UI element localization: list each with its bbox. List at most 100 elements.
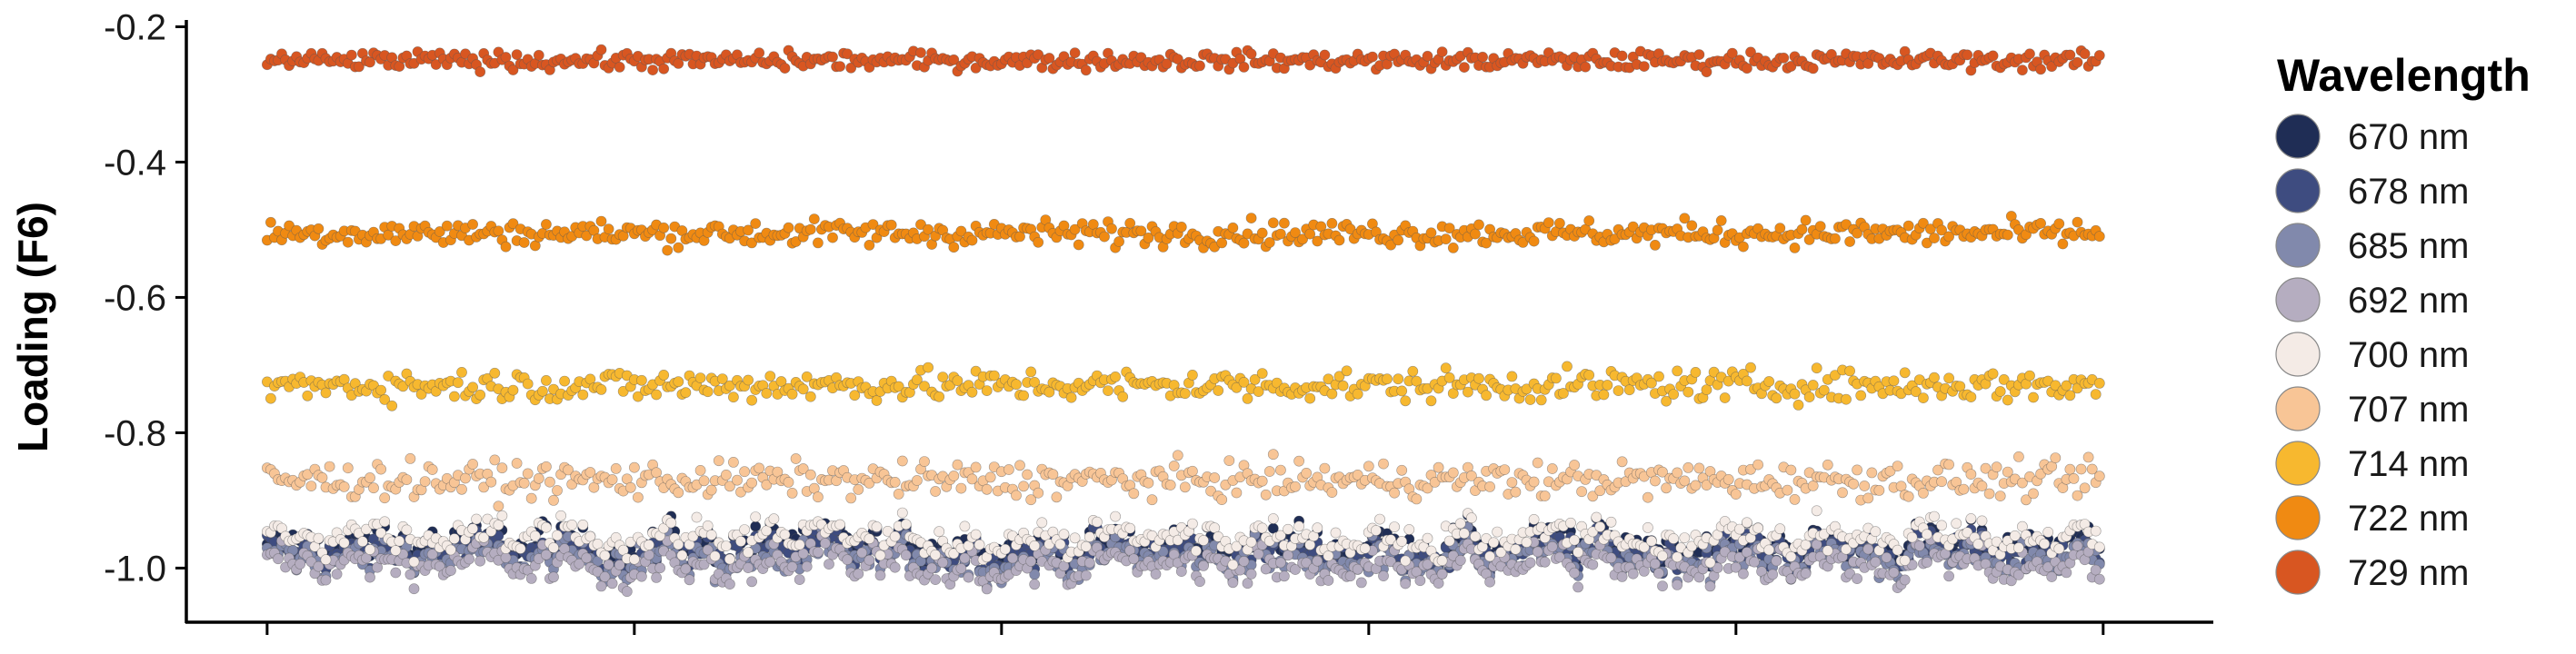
data-point — [889, 561, 901, 573]
data-point — [1073, 239, 1084, 251]
data-point — [1425, 395, 1437, 407]
data-point — [603, 223, 614, 235]
data-point — [923, 362, 934, 373]
legend-label: 692 nm — [2348, 281, 2469, 321]
data-point — [2093, 471, 2105, 482]
data-point — [864, 533, 875, 545]
data-point — [1583, 215, 1595, 226]
data-point — [801, 560, 813, 572]
data-point — [1573, 581, 1583, 593]
data-point — [2024, 48, 2035, 60]
data-point — [1454, 555, 1466, 566]
data-point — [654, 562, 665, 574]
data-point — [1576, 486, 1587, 498]
data-point — [1459, 528, 1470, 540]
data-point — [930, 486, 941, 497]
data-point — [750, 520, 762, 532]
data-point — [984, 471, 996, 483]
data-point — [1848, 478, 1859, 490]
data-point — [595, 44, 607, 55]
data-point — [1477, 51, 1488, 63]
data-point — [930, 574, 941, 585]
data-point — [1447, 467, 1459, 479]
data-point — [364, 472, 375, 483]
data-point — [401, 524, 413, 536]
data-point — [1715, 214, 1727, 226]
data-point — [1704, 557, 1716, 569]
data-point — [533, 49, 544, 61]
data-point — [1852, 464, 1862, 476]
data-point — [732, 474, 743, 486]
data-point — [813, 547, 824, 558]
y-tick-label: -0.2 — [104, 7, 166, 47]
data-point — [1279, 217, 1290, 229]
data-point — [1811, 362, 1822, 374]
data-point — [2093, 541, 2105, 553]
data-point — [1811, 505, 1822, 517]
data-point — [324, 461, 335, 472]
data-point — [1378, 570, 1389, 581]
data-point — [651, 572, 662, 583]
data-point — [1396, 464, 1408, 476]
data-point — [1150, 569, 1162, 580]
data-point — [813, 237, 824, 249]
data-point — [1866, 467, 1878, 479]
data-point — [1113, 236, 1124, 247]
data-point — [1470, 228, 1481, 240]
legend-label: 714 nm — [2348, 444, 2469, 484]
data-point — [1605, 516, 1617, 528]
data-point — [1562, 361, 1573, 372]
data-point — [595, 580, 607, 592]
data-point — [1029, 540, 1041, 551]
data-point — [1822, 545, 1833, 557]
data-point — [790, 453, 802, 464]
data-point — [1983, 488, 1995, 500]
data-point — [338, 537, 350, 549]
data-point — [1191, 545, 1202, 557]
data-point — [1742, 517, 1752, 529]
data-point — [694, 372, 706, 383]
data-point — [1638, 61, 1650, 72]
data-point — [1521, 537, 1533, 548]
data-point — [342, 236, 354, 248]
data-point — [1454, 518, 1466, 530]
data-point — [1069, 47, 1081, 59]
data-point — [1245, 569, 1257, 580]
data-point — [1789, 242, 1801, 253]
data-point — [2053, 543, 2065, 555]
data-point — [673, 487, 684, 499]
data-point — [970, 461, 982, 473]
data-point — [386, 400, 398, 411]
data-point — [1256, 227, 1268, 239]
data-point — [948, 471, 960, 481]
data-point — [2061, 567, 2072, 579]
data-point — [1528, 514, 1540, 525]
data-point — [1065, 391, 1077, 403]
data-point — [963, 571, 974, 583]
data-point — [1814, 221, 1826, 232]
data-point — [460, 472, 471, 484]
data-point — [2002, 394, 2013, 406]
data-point — [1591, 511, 1603, 523]
data-point — [1752, 459, 1763, 471]
data-point — [1906, 531, 1918, 543]
data-point — [2050, 452, 2062, 463]
data-point — [1899, 367, 1911, 379]
data-point — [889, 477, 901, 488]
data-point — [1704, 580, 1716, 592]
data-point — [680, 387, 692, 399]
data-point — [1355, 577, 1367, 589]
data-point — [2093, 231, 2105, 243]
data-point — [1569, 567, 1580, 579]
data-point — [1000, 543, 1011, 555]
data-point — [1701, 66, 1712, 78]
data-point — [1304, 392, 1316, 404]
data-point — [1672, 580, 1683, 590]
data-point — [1712, 224, 1723, 236]
data-point — [1719, 392, 1731, 403]
data-point — [1653, 371, 1664, 382]
data-point — [1958, 483, 1970, 495]
data-point — [1083, 531, 1095, 542]
data-point — [724, 579, 735, 590]
data-point — [981, 483, 993, 495]
